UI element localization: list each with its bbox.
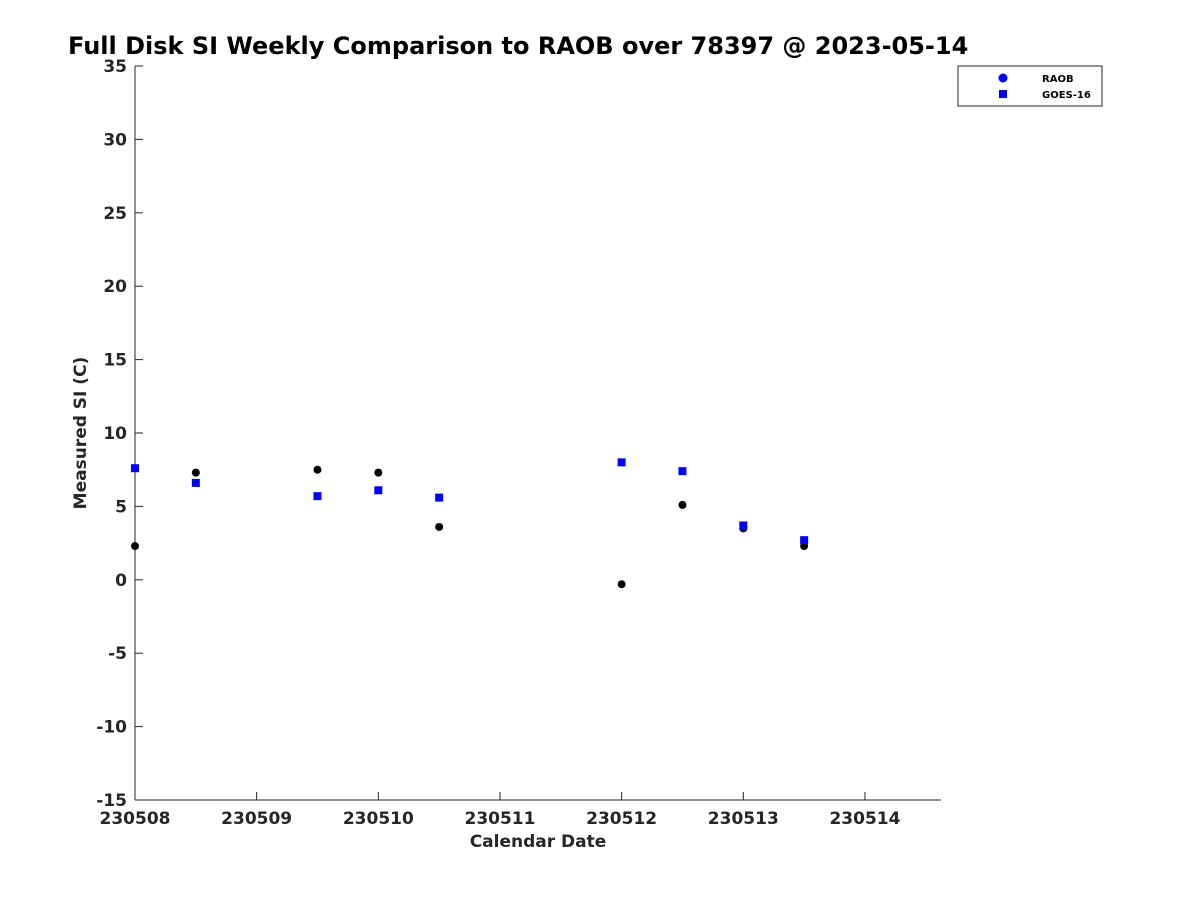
data-point: [617, 580, 626, 589]
series-raob: [131, 465, 809, 589]
series-goes-16: [131, 458, 809, 545]
data-point: [374, 468, 383, 477]
chart-title: Full Disk SI Weekly Comparison to RAOB o…: [68, 32, 968, 60]
axes: [134, 66, 941, 801]
legend-box: [957, 65, 1103, 107]
x-tick-label: 230512: [586, 809, 657, 829]
x-tick-label: 230508: [100, 809, 171, 829]
legend: RAOB GOES-16: [957, 65, 1103, 107]
y-tick-label: 10: [103, 424, 127, 444]
ticks: -15 -10 -5 0 5 10 15 20 25 30 35 230508 230509 230510…: [96, 57, 900, 829]
data-point: [313, 465, 322, 474]
data-point: [739, 521, 748, 530]
data-point: [800, 536, 809, 545]
y-tick-label: -5: [108, 644, 127, 664]
y-tick-label: -10: [96, 718, 127, 738]
y-tick-label: 30: [103, 130, 127, 150]
data-point: [191, 478, 200, 487]
legend-marker-goes-16: [999, 90, 1007, 98]
y-tick-label: 35: [103, 57, 127, 77]
legend-label: GOES-16: [1042, 90, 1091, 101]
x-tick-label: 230509: [221, 809, 292, 829]
data-point: [617, 458, 626, 467]
data-point: [131, 542, 139, 551]
y-tick-label: 20: [103, 277, 127, 297]
data-point: [678, 500, 687, 509]
x-axis-label: Calendar Date: [470, 832, 607, 852]
legend-marker-raob: [998, 73, 1008, 83]
data-point: [678, 467, 687, 476]
data-point: [435, 493, 444, 502]
data-point: [435, 522, 444, 531]
x-tick-label: 230511: [464, 809, 535, 829]
x-tick-label: 230514: [829, 809, 900, 829]
y-axis-label: Measured SI (C): [71, 357, 91, 510]
y-tick-label: -15: [96, 791, 127, 811]
y-tick-label: 25: [103, 204, 127, 224]
x-tick-label: 230513: [708, 809, 779, 829]
legend-label: RAOB: [1042, 74, 1074, 85]
y-tick-label: 15: [103, 351, 127, 371]
x-tick-label: 230510: [343, 809, 414, 829]
data-point: [313, 492, 322, 501]
data-point: [191, 468, 200, 477]
y-tick-label: 0: [115, 571, 127, 591]
data-point: [131, 464, 139, 473]
data-point: [374, 486, 383, 495]
data-marks: [131, 458, 809, 589]
y-tick-label: 5: [115, 497, 127, 517]
